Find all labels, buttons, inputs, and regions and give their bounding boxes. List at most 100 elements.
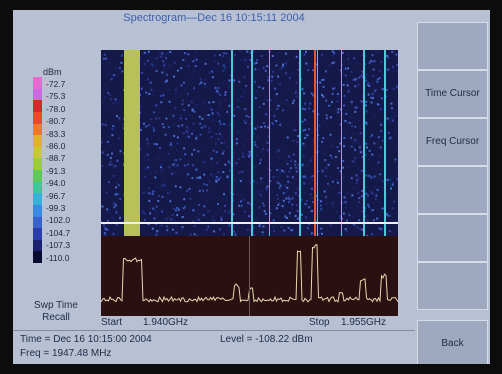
waterfall-noise-pixel: [105, 57, 108, 60]
waterfall-noise-pixel: [211, 112, 214, 115]
waterfall-noise-pixel: [334, 155, 337, 158]
waterfall-noise-pixel: [345, 112, 348, 115]
color-scale-label: -86.0: [46, 141, 66, 151]
waterfall-noise-pixel: [173, 163, 176, 166]
waterfall-noise-pixel: [358, 219, 361, 222]
waterfall-noise-pixel: [151, 227, 154, 230]
spectrogram-waterfall[interactable]: [101, 50, 398, 236]
waterfall-noise-pixel: [159, 55, 162, 58]
waterfall-noise-pixel: [213, 230, 216, 233]
waterfall-noise-pixel: [371, 209, 374, 211]
time-cursor-line[interactable]: [101, 222, 398, 224]
waterfall-noise-pixel: [304, 137, 307, 139]
waterfall-noise-pixel: [259, 194, 262, 197]
waterfall-noise-pixel: [234, 233, 237, 236]
waterfall-noise-pixel: [120, 54, 123, 57]
waterfall-noise-pixel: [393, 160, 396, 163]
waterfall-noise-pixel: [106, 228, 109, 231]
waterfall-noise-pixel: [204, 78, 206, 81]
waterfall-noise-pixel: [184, 205, 186, 208]
waterfall-noise-pixel: [204, 62, 207, 65]
waterfall-noise-pixel: [323, 190, 326, 193]
waterfall-noise-pixel: [322, 170, 324, 173]
waterfall-noise-pixel: [155, 210, 158, 213]
waterfall-noise-pixel: [342, 166, 345, 169]
waterfall-noise-pixel: [212, 101, 215, 104]
waterfall-noise-pixel: [162, 168, 165, 171]
waterfall-noise-pixel: [244, 108, 247, 111]
waterfall-noise-pixel: [181, 216, 184, 218]
waterfall-noise-pixel: [119, 150, 122, 153]
waterfall-noise-pixel: [247, 116, 250, 118]
waterfall-noise-pixel: [194, 57, 197, 59]
waterfall-noise-pixel: [245, 84, 248, 87]
waterfall-noise-pixel: [199, 78, 202, 81]
waterfall-noise-pixel: [354, 106, 357, 109]
waterfall-noise-pixel: [267, 180, 270, 183]
waterfall-noise-pixel: [269, 180, 272, 183]
softkey-5[interactable]: [417, 214, 488, 262]
waterfall-noise-pixel: [378, 77, 381, 80]
waterfall-noise-pixel: [166, 52, 169, 55]
waterfall-noise-pixel: [387, 131, 390, 134]
softkey-4[interactable]: [417, 166, 488, 214]
freq-cursor-button[interactable]: Freq Cursor: [417, 118, 488, 166]
waterfall-noise-pixel: [352, 144, 355, 147]
waterfall-noise-pixel: [265, 188, 268, 191]
waterfall-noise-pixel: [224, 140, 227, 143]
waterfall-noise-pixel: [391, 182, 394, 185]
back-button[interactable]: Back: [417, 320, 488, 364]
waterfall-noise-pixel: [183, 109, 186, 111]
waterfall-noise-pixel: [373, 115, 376, 118]
waterfall-noise-pixel: [374, 88, 377, 91]
waterfall-noise-pixel: [213, 60, 216, 63]
waterfall-noise-pixel: [111, 152, 113, 155]
waterfall-noise-pixel: [148, 199, 151, 202]
waterfall-noise-pixel: [215, 214, 218, 217]
waterfall-noise-pixel: [189, 197, 192, 200]
waterfall-noise-pixel: [262, 87, 265, 90]
waterfall-noise-pixel: [239, 180, 242, 182]
waterfall-noise-pixel: [191, 164, 194, 167]
waterfall-noise-pixel: [288, 76, 291, 79]
legend-unit: dBm: [43, 67, 62, 77]
waterfall-noise-pixel: [101, 164, 104, 167]
waterfall-noise-pixel: [114, 165, 117, 167]
waterfall-noise-pixel: [147, 166, 150, 169]
waterfall-noise-pixel: [266, 149, 269, 152]
waterfall-noise-pixel: [140, 104, 143, 107]
waterfall-noise-pixel: [330, 220, 332, 223]
waterfall-noise-pixel: [168, 166, 171, 169]
waterfall-noise-pixel: [208, 101, 211, 104]
waterfall-noise-pixel: [367, 82, 370, 85]
waterfall-noise-pixel: [303, 144, 306, 147]
waterfall-noise-pixel: [191, 132, 193, 135]
waterfall-noise-pixel: [143, 218, 146, 221]
waterfall-noise-pixel: [173, 134, 176, 137]
waterfall-noise-pixel: [312, 139, 315, 142]
waterfall-noise-pixel: [358, 177, 361, 180]
waterfall-noise-pixel: [219, 123, 222, 126]
waterfall-noise-pixel: [155, 205, 158, 208]
waterfall-noise-pixel: [303, 182, 306, 185]
waterfall-noise-pixel: [145, 91, 148, 94]
waterfall-noise-pixel: [350, 115, 353, 118]
softkey-6[interactable]: [417, 262, 488, 310]
waterfall-noise-pixel: [353, 56, 356, 58]
freq-cursor-line[interactable]: [249, 236, 250, 316]
time-cursor-button[interactable]: Time Cursor: [417, 70, 488, 118]
waterfall-noise-pixel: [108, 105, 111, 108]
waterfall-noise-pixel: [103, 232, 106, 235]
waterfall-noise-pixel: [233, 108, 236, 111]
waterfall-noise-pixel: [381, 187, 384, 189]
waterfall-noise-pixel: [325, 202, 328, 205]
waterfall-noise-pixel: [259, 162, 261, 165]
waterfall-noise-pixel: [223, 98, 226, 101]
waterfall-noise-pixel: [212, 175, 215, 177]
softkey-1[interactable]: [417, 22, 488, 70]
waterfall-noise-pixel: [161, 210, 163, 213]
waterfall-noise-pixel: [162, 94, 165, 97]
waterfall-noise-pixel: [143, 212, 146, 215]
waterfall-noise-pixel: [169, 200, 172, 203]
waterfall-noise-pixel: [104, 123, 107, 126]
